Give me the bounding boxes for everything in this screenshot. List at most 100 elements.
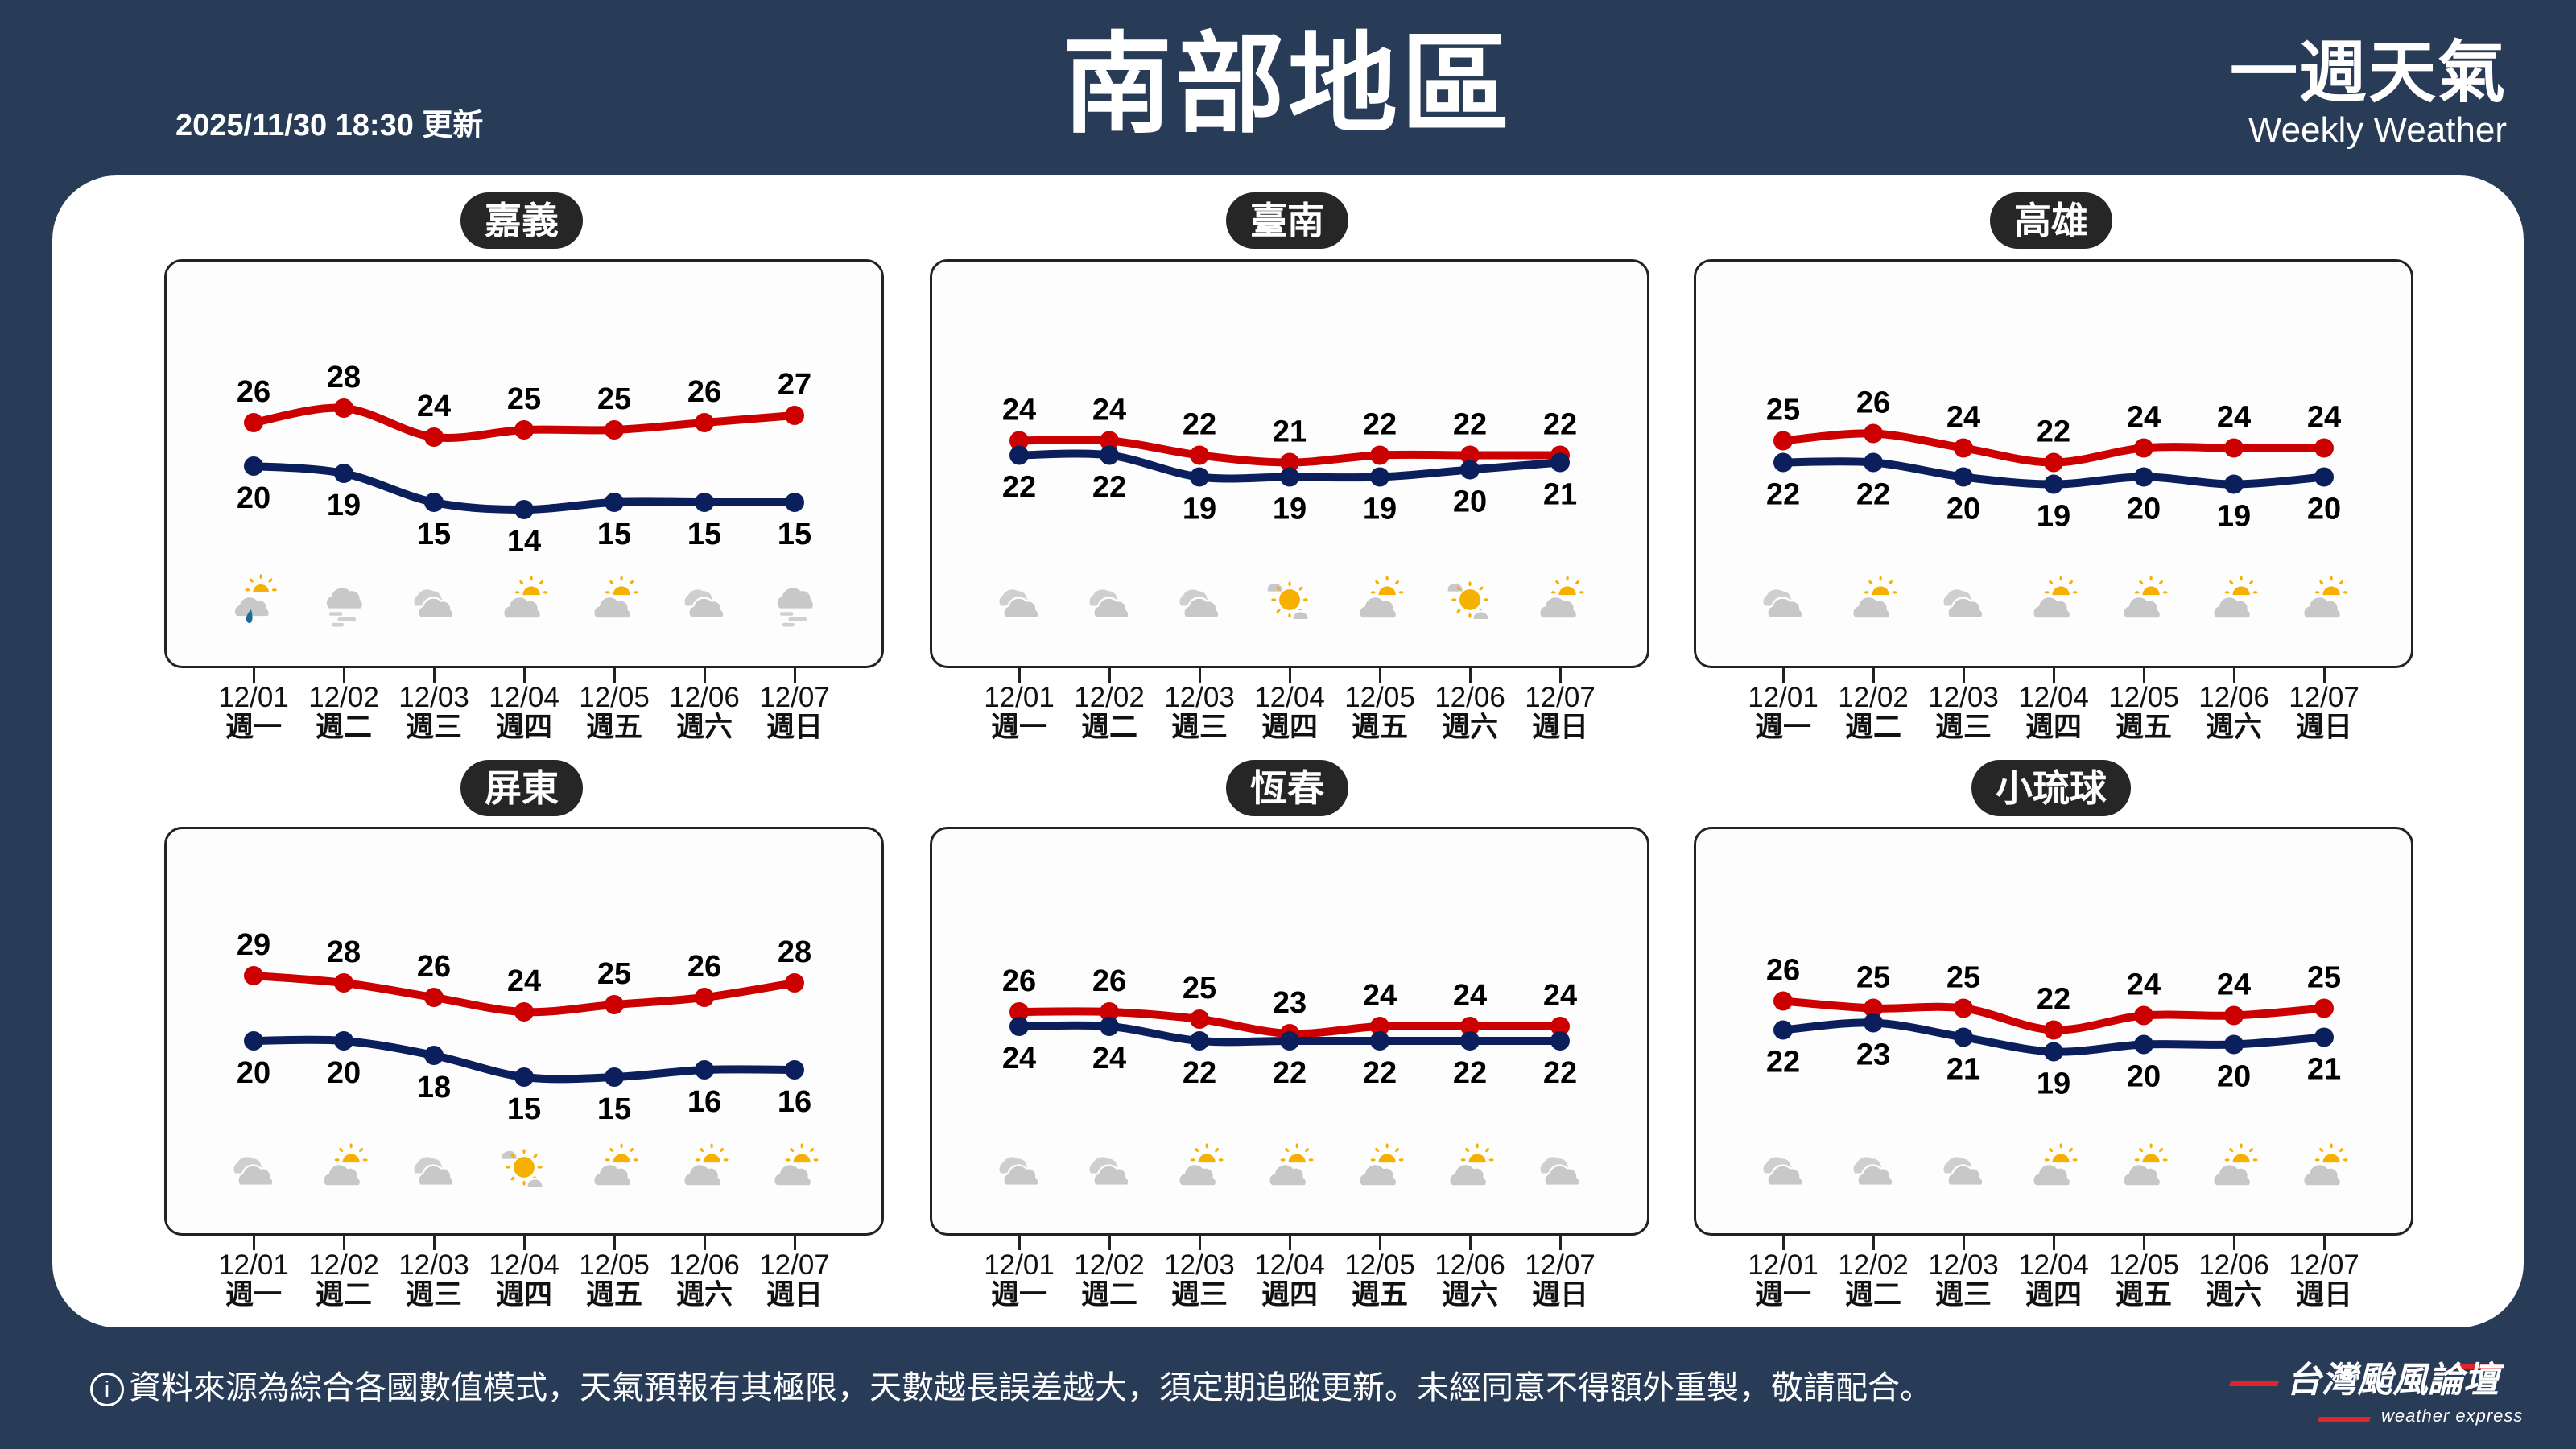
day-label: 12/04 週四 <box>480 1250 568 1310</box>
low-temp-point <box>1280 1031 1299 1051</box>
axis-tick <box>523 1236 526 1250</box>
temperature-chart: 26 25 25 22 24 24 25 22 23 21 19 20 20 21 <box>1763 954 2348 1187</box>
high-temp-point <box>2134 1005 2153 1026</box>
low-temp-point <box>514 500 534 519</box>
partly-cloudy-icon <box>2302 576 2348 620</box>
high-temp-label: 25 <box>1766 394 1800 427</box>
region-chart-panel: 25 26 24 22 24 24 24 22 22 20 19 20 19 20 <box>1694 259 2413 668</box>
low-temp-label: 20 <box>1453 485 1487 519</box>
day-label: 12/05 週五 <box>1335 1250 1424 1310</box>
axis-tick <box>343 1236 345 1250</box>
region-chart-panel: 26 28 24 25 25 26 27 20 19 15 14 15 15 15 <box>164 259 884 668</box>
high-temp-label: 24 <box>1453 979 1487 1013</box>
high-temp-point <box>695 413 714 432</box>
high-temp-point <box>2134 438 2153 458</box>
cloudy-icon <box>1540 1157 1581 1187</box>
partly-cloudy-icon <box>1448 1143 1494 1187</box>
high-temp-point <box>1460 1017 1480 1036</box>
partly-cloudy-icon <box>1178 1143 1224 1187</box>
low-temp-point <box>695 1060 714 1080</box>
low-temp-point <box>334 464 353 483</box>
high-temp-label: 28 <box>327 935 361 969</box>
partly-cloudy-icon <box>2302 1143 2348 1187</box>
low-temp-label: 20 <box>2307 493 2341 526</box>
high-temp-label: 25 <box>597 382 631 416</box>
low-temp-point <box>605 1067 624 1087</box>
high-temp-point <box>1864 423 1883 444</box>
low-temp-point <box>2224 474 2244 494</box>
axis-tick <box>1469 1236 1472 1250</box>
day-label: 12/05 週五 <box>2099 683 2188 742</box>
date-label: 12/04 <box>489 1249 559 1281</box>
axis-tick <box>1872 668 1875 683</box>
logo: 台灣颱風論壇 weather express <box>2228 1359 2552 1436</box>
low-temp-label: 21 <box>1946 1053 1980 1087</box>
partly-cloudy-icon <box>2122 1143 2168 1187</box>
axis-tick <box>433 1236 436 1250</box>
cloudy-icon <box>1179 589 1220 619</box>
region-name: 嘉義 <box>460 192 583 249</box>
weekday-label: 週三 <box>405 712 462 743</box>
day-label: 12/01 週一 <box>975 683 1063 742</box>
day-label: 12/07 週日 <box>750 683 839 742</box>
axis-tick <box>1199 668 1201 683</box>
low-temp-label: 24 <box>1002 1042 1036 1075</box>
low-temp-point <box>244 1031 263 1051</box>
high-temp-label: 26 <box>687 950 721 984</box>
high-temp-point <box>1864 998 1883 1018</box>
low-temp-label: 18 <box>417 1071 451 1104</box>
axis-tick <box>253 1236 255 1250</box>
high-temp-label: 24 <box>1543 979 1577 1013</box>
partly-cloudy-icon <box>1358 576 1404 620</box>
low-temp-point <box>1954 1027 1973 1047</box>
axis-tick <box>613 1236 616 1250</box>
axis-tick <box>1108 668 1111 683</box>
low-temp-label: 22 <box>1453 1056 1487 1090</box>
weekday-label: 週日 <box>2295 712 2352 743</box>
low-temp-point <box>2314 1027 2334 1047</box>
high-temp-point <box>2224 438 2244 458</box>
low-temp-point <box>785 493 804 512</box>
fog-icon <box>326 588 362 627</box>
day-label: 12/06 週六 <box>2190 683 2278 742</box>
sunny-cloud-icon <box>502 1149 544 1189</box>
high-temp-label: 22 <box>1183 408 1216 442</box>
axis-tick <box>794 1236 796 1250</box>
region-chart-panel: 29 28 26 24 25 26 28 20 20 18 15 15 16 16 <box>164 827 884 1236</box>
low-temp-label: 20 <box>237 481 270 515</box>
high-temp-label: 25 <box>1946 961 1980 995</box>
low-temp-point <box>2134 1034 2153 1055</box>
temperature-chart: 25 26 24 22 24 24 24 22 22 20 19 20 19 20 <box>1763 386 2348 620</box>
high-temp-label: 25 <box>1856 961 1890 995</box>
low-temp-point <box>1460 1031 1480 1051</box>
day-label: 12/01 週一 <box>1739 1250 1827 1310</box>
date-label: 12/04 <box>489 682 559 713</box>
low-temp-point <box>2044 1042 2063 1062</box>
low-temp-label: 16 <box>687 1085 721 1119</box>
partly-cloudy-icon <box>322 1143 368 1187</box>
date-label: 12/01 <box>1748 682 1818 713</box>
high-temp-point <box>424 988 444 1007</box>
high-temp-point <box>2314 998 2334 1018</box>
low-temp-label: 20 <box>237 1056 270 1090</box>
axis-tick <box>1782 668 1785 683</box>
low-temp-point <box>514 1067 534 1087</box>
low-temp-point <box>1370 467 1389 487</box>
high-temp-label: 27 <box>778 368 811 402</box>
high-temp-point <box>1550 1017 1570 1036</box>
weekday-label: 週三 <box>1170 1279 1228 1311</box>
low-temp-point <box>244 456 263 476</box>
brand-title: 一週天氣 <box>2229 35 2507 110</box>
low-temp-point <box>2314 467 2334 487</box>
high-temp-label: 29 <box>237 928 270 962</box>
day-label: 12/01 週一 <box>209 683 298 742</box>
high-temp-point <box>1190 445 1209 465</box>
high-temp-point <box>1100 1002 1119 1022</box>
weekday-label: 週二 <box>1844 712 1901 743</box>
low-temp-label: 16 <box>778 1085 811 1119</box>
low-temp-point <box>424 1046 444 1065</box>
high-temp-label: 24 <box>1363 979 1397 1013</box>
date-label: 12/02 <box>1838 682 1909 713</box>
date-label: 12/02 <box>308 682 379 713</box>
weekday-label: 週四 <box>495 1279 552 1311</box>
